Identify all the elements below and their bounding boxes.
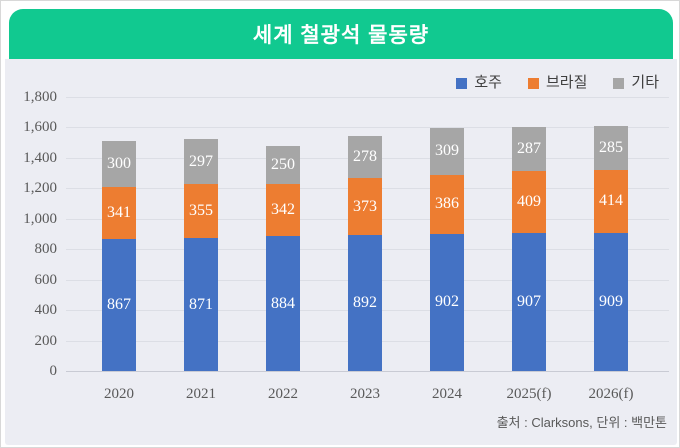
y-tick-label: 600 xyxy=(34,271,58,288)
bar-value-label: 909 xyxy=(599,292,623,310)
bar-value-label: 250 xyxy=(271,156,295,174)
bar-value-label: 341 xyxy=(107,204,131,222)
bar-segment: 414 xyxy=(594,169,628,233)
bar-value-label: 287 xyxy=(517,139,541,157)
x-tick-label: 2021 xyxy=(186,386,216,402)
bar-value-label: 355 xyxy=(189,202,213,220)
bar-value-label: 300 xyxy=(107,155,131,173)
bar-value-label: 884 xyxy=(271,294,295,312)
bar-value-label: 902 xyxy=(435,293,459,311)
y-tick-label: 800 xyxy=(34,241,58,258)
grid-line xyxy=(66,127,669,128)
bar-value-label: 342 xyxy=(271,201,295,219)
legend-label: 기타 xyxy=(631,75,659,91)
x-tick-label: 2023 xyxy=(350,386,380,402)
source-note: 출처 : Clarksons, 단위 : 백만톤 xyxy=(496,415,667,430)
bar-value-label: 409 xyxy=(517,192,541,210)
bar-segment: 287 xyxy=(512,126,546,171)
bar-segment: 355 xyxy=(184,184,218,239)
y-tick-label: 400 xyxy=(34,302,58,319)
bar-value-label: 907 xyxy=(517,292,541,310)
grid-line xyxy=(66,97,669,98)
legend-swatch-icon xyxy=(613,77,625,89)
bar-segment: 373 xyxy=(348,178,382,236)
bar-value-label: 278 xyxy=(353,148,377,166)
legend-item: 호주 xyxy=(456,75,502,91)
bar-segment: 884 xyxy=(266,236,300,371)
legend-item: 기타 xyxy=(613,75,659,91)
plot-area: 0 200 400 600 800 1,000 1,200 1,400 1,600 1,800 86… xyxy=(5,59,677,445)
bar-segment: 285 xyxy=(594,126,628,170)
bar-segment: 278 xyxy=(348,136,382,179)
bar-value-label: 285 xyxy=(599,138,623,156)
x-tick-label: 2020 xyxy=(104,386,134,402)
y-tick-label: 1,400 xyxy=(23,149,57,166)
bar-value-label: 386 xyxy=(435,195,459,213)
chart-panel: 호주 브라질 기타 0 200 400 600 800 1,000 1,200 1,400 1,60… xyxy=(5,59,677,445)
legend-swatch-icon xyxy=(527,77,539,89)
legend-label: 브라질 xyxy=(545,75,588,91)
legend: 호주 브라질 기타 xyxy=(456,75,659,91)
bar-value-label: 892 xyxy=(353,294,377,312)
y-tick-label: 1,000 xyxy=(23,210,57,227)
bar-value-label: 297 xyxy=(189,152,213,170)
title-banner: 세계 철광석 물동량 xyxy=(9,9,673,59)
bar-segment: 909 xyxy=(594,232,628,371)
x-tick-label: 2026(f) xyxy=(588,386,634,402)
y-tick-label: 1,600 xyxy=(23,119,57,136)
chart-title: 세계 철광석 물동량 xyxy=(252,24,430,47)
legend-swatch-icon xyxy=(456,77,468,89)
y-tick-label: 200 xyxy=(34,332,58,349)
bar-segment: 250 xyxy=(266,146,300,185)
bar-segment: 386 xyxy=(430,174,464,234)
x-tick-label: 2024 xyxy=(432,386,462,402)
y-tick-label: 1,800 xyxy=(23,89,57,105)
legend-item: 브라질 xyxy=(527,75,588,91)
bar-value-label: 414 xyxy=(599,192,623,210)
bar-value-label: 373 xyxy=(353,197,377,215)
bar-segment: 871 xyxy=(184,238,218,371)
bar-segment: 892 xyxy=(348,235,382,371)
bar-segment: 867 xyxy=(102,239,136,371)
y-tick-label: 1,200 xyxy=(23,180,57,197)
bar-segment: 902 xyxy=(430,233,464,371)
bar-segment: 907 xyxy=(512,232,546,371)
bar-segment: 297 xyxy=(184,139,218,185)
x-tick-label: 2022 xyxy=(268,386,298,402)
bar-segment: 300 xyxy=(102,141,136,188)
legend-label: 호주 xyxy=(474,75,502,91)
bar-segment: 341 xyxy=(102,187,136,240)
x-tick-label: 2025(f) xyxy=(506,386,552,402)
bar-segment: 342 xyxy=(266,184,300,237)
bar-value-label: 871 xyxy=(189,295,213,313)
axis-zero-line xyxy=(66,371,669,372)
bar-segment: 309 xyxy=(430,127,464,175)
bar-value-label: 867 xyxy=(107,296,131,313)
bar-value-label: 309 xyxy=(435,142,459,160)
bar-segment: 409 xyxy=(512,170,546,233)
y-tick-label: 0 xyxy=(49,363,58,379)
